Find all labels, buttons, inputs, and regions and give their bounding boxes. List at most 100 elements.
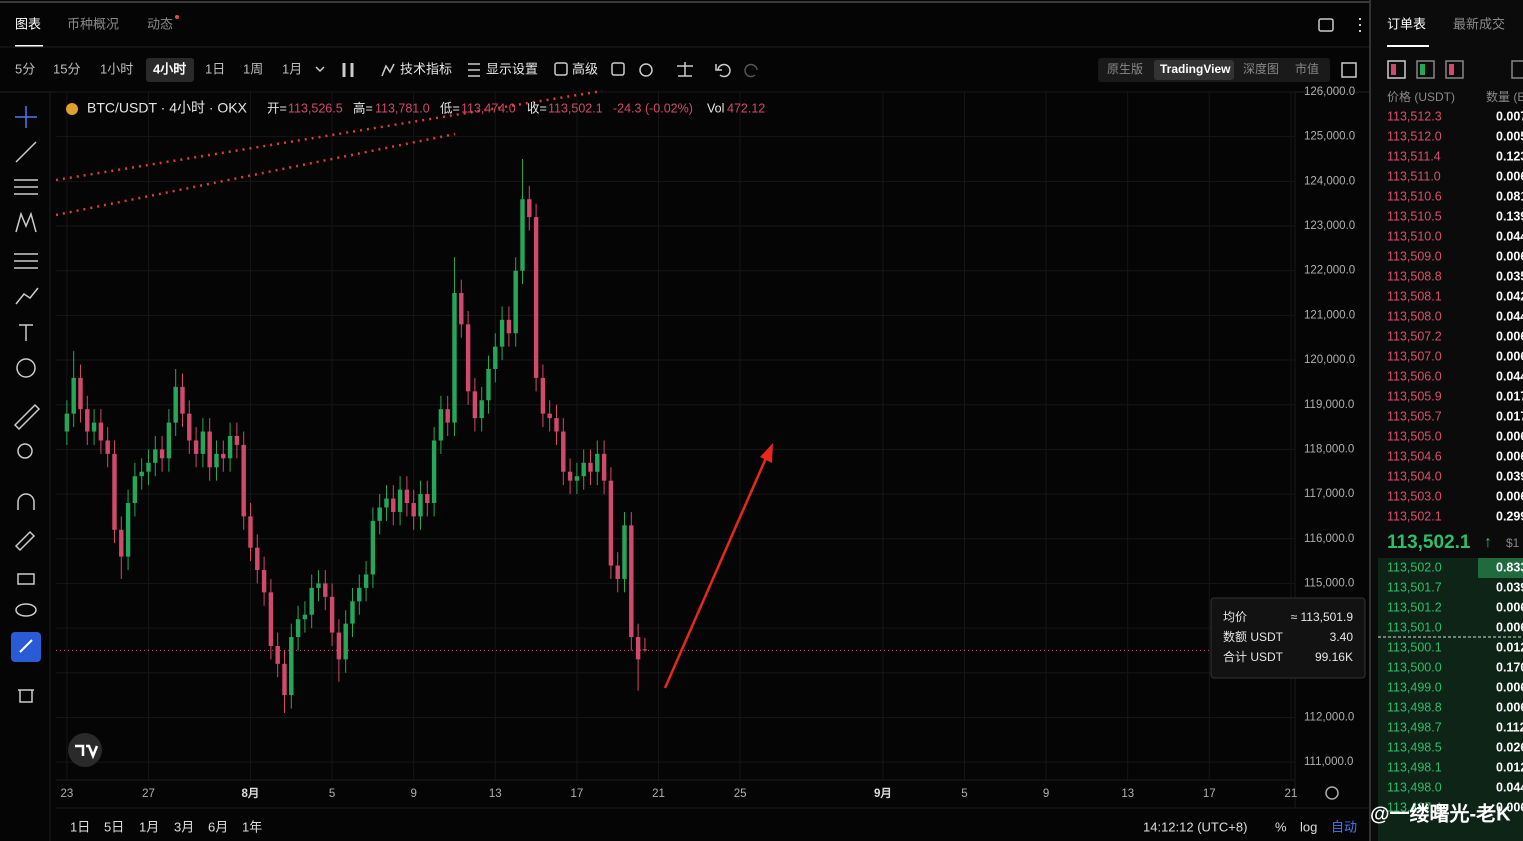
candle-body bbox=[316, 583, 321, 588]
compare-icon[interactable] bbox=[677, 62, 693, 77]
toolbar-button[interactable]: 技术指标 bbox=[400, 61, 452, 76]
book-view-bids[interactable] bbox=[1416, 60, 1435, 79]
candle-body bbox=[629, 525, 634, 638]
ask-price: 113,508.8 bbox=[1387, 269, 1442, 283]
interval[interactable]: 1日 bbox=[205, 61, 225, 76]
log-toggle[interactable]: log bbox=[1300, 819, 1317, 834]
magnet-tool[interactable] bbox=[17, 493, 35, 510]
view-option[interactable]: TradingView bbox=[1160, 62, 1231, 76]
projection-tool[interactable] bbox=[14, 253, 38, 269]
candle-body bbox=[411, 503, 416, 517]
nav-tab[interactable]: 图表 bbox=[15, 16, 41, 31]
auto-toggle[interactable]: 自动 bbox=[1331, 819, 1357, 834]
candles bbox=[56, 159, 1295, 713]
candle-body bbox=[404, 489, 410, 504]
candle-body bbox=[499, 319, 505, 347]
interval[interactable]: 5分 bbox=[15, 61, 35, 76]
delete-tool[interactable] bbox=[18, 689, 34, 703]
ask-qty: 0.006 bbox=[1496, 169, 1523, 183]
clock: 14:12:12 (UTC+8) bbox=[1143, 819, 1247, 834]
candle-body bbox=[241, 444, 246, 517]
interval[interactable]: 15分 bbox=[53, 61, 80, 76]
range-button[interactable]: 3月 bbox=[174, 819, 194, 834]
legend-low: 113,474.0 bbox=[461, 101, 516, 115]
axis-settings[interactable] bbox=[1325, 786, 1339, 800]
range-button[interactable]: 1日 bbox=[70, 819, 90, 834]
tooltip bbox=[1210, 597, 1366, 679]
toolbar-button[interactable]: 显示设置 bbox=[486, 61, 538, 76]
tv-logo bbox=[68, 733, 102, 767]
lock-tool[interactable] bbox=[17, 573, 35, 585]
side-tab[interactable]: 最新成交 bbox=[1453, 16, 1505, 31]
candle-type-icon[interactable] bbox=[342, 63, 354, 77]
percent-toggle[interactable]: % bbox=[1275, 819, 1287, 834]
bid-price: 113,498.8 bbox=[1387, 700, 1442, 714]
range-button[interactable]: 6月 bbox=[208, 819, 228, 834]
candle-body bbox=[445, 409, 450, 423]
view-option[interactable]: 市值 bbox=[1295, 61, 1319, 76]
undo-icon[interactable] bbox=[715, 63, 731, 78]
ask-qty: 0.044 bbox=[1496, 309, 1523, 323]
book-view-asks[interactable] bbox=[1445, 60, 1464, 79]
interval[interactable]: 1周 bbox=[243, 61, 263, 76]
range-button[interactable]: 1月 bbox=[139, 819, 159, 834]
mid-price: 113,502.1 bbox=[1387, 532, 1471, 553]
ask-price: 113,510.5 bbox=[1387, 209, 1442, 223]
active-interval-bg bbox=[146, 58, 194, 82]
interval[interactable]: 1月 bbox=[282, 61, 302, 76]
candle-body bbox=[64, 413, 70, 432]
book-view-both[interactable] bbox=[1387, 60, 1406, 79]
book-precision[interactable] bbox=[1511, 60, 1523, 79]
candle-body bbox=[268, 592, 274, 646]
settings-icon[interactable] bbox=[639, 63, 653, 77]
indicator-icon bbox=[381, 63, 395, 77]
fullscreen-icon[interactable] bbox=[1341, 62, 1357, 78]
active-view-bg bbox=[1154, 60, 1234, 80]
candle-body bbox=[608, 480, 614, 566]
view-option[interactable]: 深度图 bbox=[1243, 61, 1279, 76]
y-tick-label: 116,000.0 bbox=[1304, 533, 1354, 545]
fib-tool[interactable] bbox=[14, 179, 38, 195]
interval[interactable]: 1小时 bbox=[100, 61, 133, 76]
pattern-tool[interactable] bbox=[15, 211, 37, 233]
text-tool[interactable] bbox=[19, 324, 33, 341]
view-group: 原生版 TradingView 深度图 市值 bbox=[1107, 61, 1319, 76]
ruler-tool[interactable] bbox=[13, 403, 41, 431]
bid-qty: 0.006 bbox=[1496, 620, 1523, 634]
side-tab[interactable]: 订单表 bbox=[1387, 16, 1426, 31]
ask-price: 113,511.4 bbox=[1387, 149, 1441, 163]
ask-qty: 0.042 bbox=[1496, 289, 1523, 303]
candle-body bbox=[397, 489, 403, 512]
nav-tab[interactable]: 币种概况 bbox=[67, 16, 119, 31]
candle-body bbox=[282, 663, 287, 696]
brush-tool[interactable] bbox=[15, 287, 39, 305]
zoom-tool[interactable] bbox=[17, 443, 33, 459]
interval[interactable]: 4小时 bbox=[153, 61, 186, 76]
template-icon[interactable] bbox=[611, 62, 625, 76]
coin-icon bbox=[66, 103, 78, 115]
view-option[interactable]: 原生版 bbox=[1107, 62, 1143, 76]
nav-tab[interactable]: 动态 bbox=[147, 16, 173, 31]
legend-open-label: 开= bbox=[267, 101, 287, 115]
candle-body bbox=[255, 547, 260, 571]
emoji-tool[interactable] bbox=[16, 358, 36, 378]
legend-symbol: BTC/USDT · 4小时 · OKX bbox=[87, 100, 248, 116]
ask-qty: 0.017 bbox=[1496, 389, 1523, 403]
lock-draw-tool[interactable] bbox=[14, 530, 36, 552]
ask-price: 113,507.2 bbox=[1387, 329, 1442, 343]
x-tick-label: 13 bbox=[1121, 788, 1134, 800]
line-tool[interactable] bbox=[15, 141, 37, 163]
chevron[interactable] bbox=[315, 66, 325, 73]
ohlc-legend: BTC/USDT · 4小时 · OKX 开= 113,526.5 高= 113,781… bbox=[87, 100, 765, 116]
candle-body bbox=[615, 565, 620, 579]
visibility-tool[interactable] bbox=[15, 603, 37, 617]
range-button[interactable]: 1年 bbox=[242, 819, 262, 834]
y-tick-label: 121,000.0 bbox=[1304, 309, 1355, 321]
crosshair-tool[interactable] bbox=[15, 106, 37, 128]
range-button[interactable]: 5日 bbox=[104, 819, 124, 834]
ask-price: 113,512.3 bbox=[1387, 109, 1442, 123]
toolbar-button[interactable]: 高级 bbox=[572, 61, 598, 76]
layout-icon[interactable] bbox=[1318, 18, 1334, 32]
redo-icon[interactable] bbox=[744, 63, 758, 78]
